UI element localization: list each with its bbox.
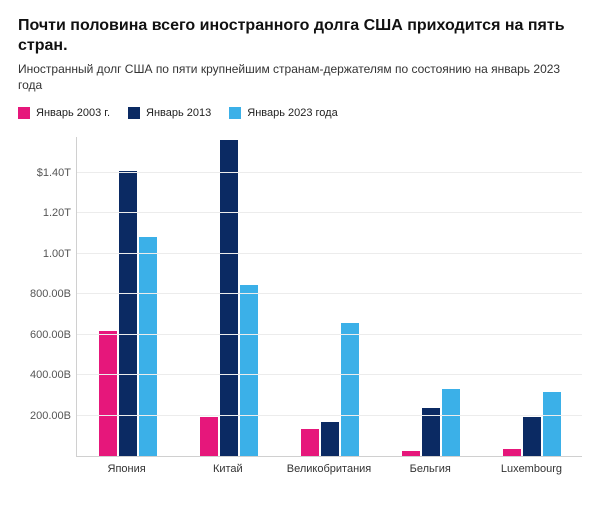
bar: [240, 285, 258, 456]
bar: [119, 171, 137, 457]
x-axis-labels: ЯпонияКитайВеликобританияБельгияLuxembou…: [76, 463, 582, 475]
bar-group: [380, 137, 481, 456]
y-tick-label: 800.00B: [19, 288, 71, 300]
legend-swatch: [18, 107, 30, 119]
chart-subtitle: Иностранный долг США по пяти крупнейшим …: [18, 62, 582, 93]
y-tick-label: 600.00B: [19, 329, 71, 341]
bar-group: [481, 137, 582, 456]
legend-label: Январь 2023 года: [247, 107, 337, 119]
chart-title: Почти половина всего иностранного долга …: [18, 16, 582, 56]
bar: [503, 449, 521, 456]
y-tick-label: 400.00B: [19, 369, 71, 381]
grid-line: [77, 334, 582, 335]
chart-container: Почти половина всего иностранного долга …: [0, 0, 600, 487]
chart-area: 200.00B 400.00B 600.00B 800.00B 1.00T 1.20T $1…: [18, 137, 582, 487]
plot-area: 200.00B400.00B600.00B800.00B1.00T1.20T$1…: [76, 137, 582, 457]
bar-group: [178, 137, 279, 456]
y-tick-label: 200.00B: [19, 410, 71, 422]
bar: [321, 422, 339, 456]
bar: [442, 389, 460, 456]
x-tick-label: Бельгия: [380, 463, 481, 475]
legend-item: Январь 2013: [128, 107, 211, 119]
legend-item: Январь 2003 г.: [18, 107, 110, 119]
bar-group: [77, 137, 178, 456]
bar: [200, 417, 218, 456]
bar: [523, 417, 541, 456]
grid-line: [77, 253, 582, 254]
bar: [139, 237, 157, 456]
bar: [402, 451, 420, 457]
legend-item: Январь 2023 года: [229, 107, 337, 119]
x-tick-label: Великобритания: [278, 463, 379, 475]
x-tick-label: Luxembourg: [481, 463, 582, 475]
legend-label: Январь 2013: [146, 107, 211, 119]
legend-swatch: [229, 107, 241, 119]
bar: [220, 140, 238, 456]
grid-line: [77, 415, 582, 416]
legend-swatch: [128, 107, 140, 119]
bar: [341, 323, 359, 457]
grid-line: [77, 374, 582, 375]
bar-groups: [77, 137, 582, 456]
bar-group: [279, 137, 380, 456]
y-tick-label: 1.20T: [19, 207, 71, 219]
y-tick-label: 1.00T: [19, 248, 71, 260]
bar: [543, 392, 561, 456]
bar: [99, 331, 117, 457]
legend: Январь 2003 г. Январь 2013 Январь 2023 год…: [18, 107, 582, 119]
x-tick-label: Япония: [76, 463, 177, 475]
y-tick-label: $1.40T: [19, 167, 71, 179]
legend-label: Январь 2003 г.: [36, 107, 110, 119]
grid-line: [77, 212, 582, 213]
grid-line: [77, 293, 582, 294]
bar: [301, 429, 319, 456]
x-tick-label: Китай: [177, 463, 278, 475]
grid-line: [77, 172, 582, 173]
